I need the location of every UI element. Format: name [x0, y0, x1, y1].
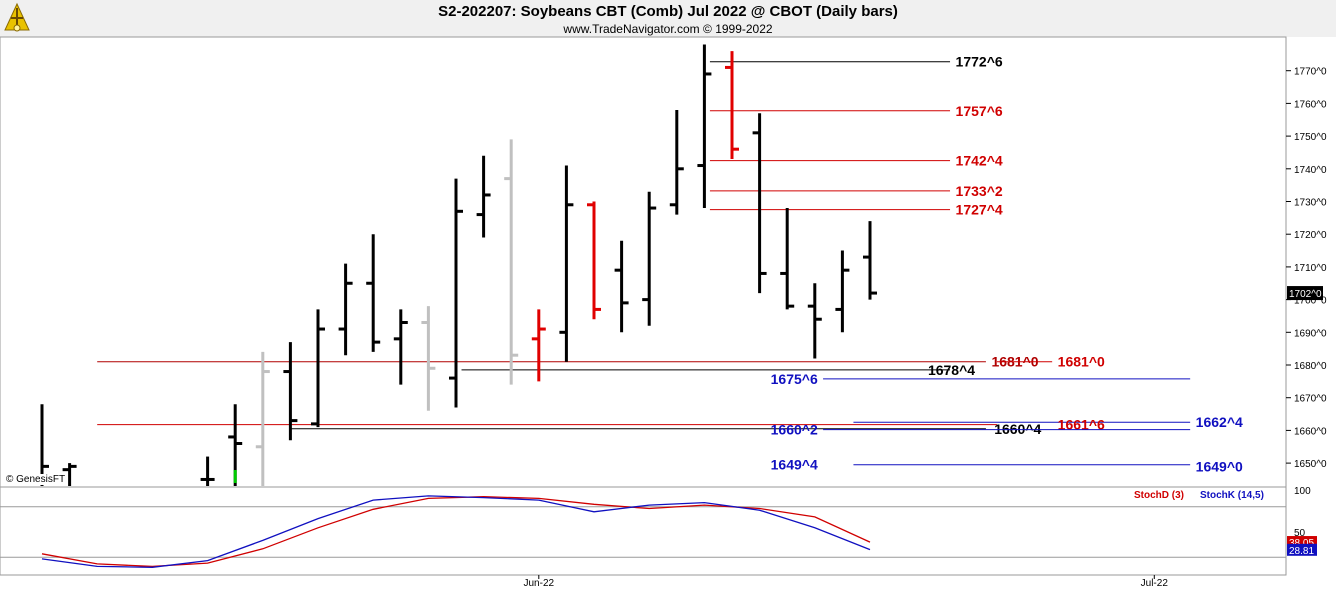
stoch-value-box-1 [1287, 543, 1317, 556]
y-tick-label-8: 1730^0 [1294, 198, 1327, 209]
copyright-label: © GenesisFT [5, 474, 67, 485]
y-tick-label-3: 1680^0 [1294, 361, 1327, 372]
level-label-13: 1649^4 [771, 457, 818, 473]
y-tick-label-10: 1750^0 [1294, 132, 1327, 143]
y-tick-label-9: 1740^0 [1294, 165, 1327, 176]
genesis-logo-icon [4, 2, 30, 32]
level-label-2: 1742^4 [956, 153, 1003, 169]
y-tick-label-12: 1770^0 [1294, 67, 1327, 78]
stoch-legend-0: StochD (3) [1134, 490, 1184, 501]
last-price-label: 1702^0 [1289, 289, 1322, 300]
level-label-9: 1662^4 [1196, 414, 1243, 430]
level-label-6: 1681^0 [1058, 354, 1105, 370]
level-label-11: 1660^4 [994, 421, 1041, 437]
last-price-box [1287, 286, 1323, 301]
chart-subtitle: www.TradeNavigator.com © 1999-2022 [563, 22, 773, 36]
price-axis: 1650^0 1660^0 1670^0 1680^0 1690^0 1700^0 1710… [1286, 67, 1327, 470]
level-label-1: 1757^6 [956, 103, 1003, 119]
ohlc-bars [35, 44, 877, 486]
y-tick-label-7: 1720^0 [1294, 230, 1327, 241]
level-label-7: 1678^4 [928, 362, 975, 378]
chart-title: S2-202207: Soybeans CBT (Comb) Jul 2022 … [438, 3, 898, 20]
y-tick-label-1: 1660^0 [1294, 426, 1327, 437]
stoch-value-label-1: 28.81 [1289, 546, 1314, 557]
y-tick-label-0: 1650^0 [1294, 459, 1327, 470]
stoch-axis-label-0: 100 [1294, 486, 1311, 497]
level-label-3: 1733^2 [956, 183, 1003, 199]
level-label-12: 1660^2 [771, 422, 818, 438]
chart-header [0, 0, 1336, 37]
stoch-value-label-0: 38.05 [1289, 538, 1314, 549]
y-tick-label-6: 1710^0 [1294, 263, 1327, 274]
level-label-4: 1727^4 [956, 202, 1003, 218]
level-label-0: 1772^6 [956, 54, 1003, 70]
y-tick-label-11: 1760^0 [1294, 99, 1327, 110]
time-axis: Jun-22 Jul-22 [524, 575, 1169, 589]
x-tick-label-0: Jun-22 [524, 578, 555, 589]
y-tick-label-2: 1670^0 [1294, 394, 1327, 405]
y-tick-label-5: 1700^0 [1294, 296, 1327, 307]
level-label-10: 1661^6 [1058, 417, 1105, 433]
stoch-series-1 [41, 495, 871, 568]
y-tick-label-4: 1690^0 [1294, 328, 1327, 339]
stoch-legend-1: StochK (14,5) [1200, 490, 1264, 501]
level-label-14: 1649^0 [1196, 458, 1243, 474]
x-tick-label-1: Jul-22 [1141, 578, 1169, 589]
stoch-axis-label-1: 50 [1294, 528, 1306, 539]
level-label-8: 1675^6 [771, 371, 818, 387]
